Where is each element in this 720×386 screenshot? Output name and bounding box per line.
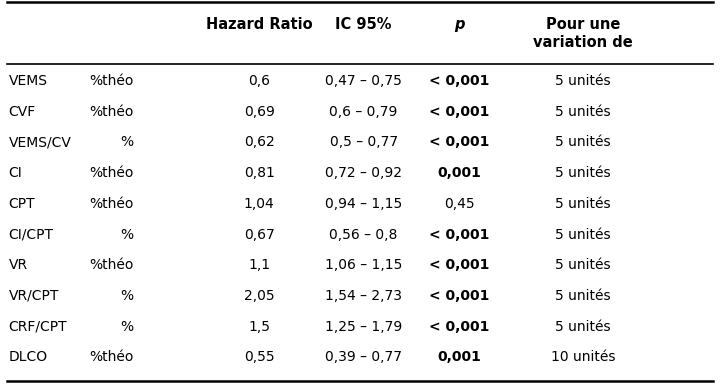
Text: VR: VR: [9, 258, 28, 272]
Text: 2,05: 2,05: [244, 289, 274, 303]
Text: CPT: CPT: [9, 197, 35, 211]
Text: 0,67: 0,67: [244, 227, 274, 242]
Text: 0,6: 0,6: [248, 74, 270, 88]
Text: CI/CPT: CI/CPT: [9, 227, 53, 242]
Text: %théo: %théo: [89, 74, 133, 88]
Text: 10 unités: 10 unités: [551, 350, 616, 364]
Text: 5 unités: 5 unités: [555, 320, 611, 334]
Text: 5 unités: 5 unités: [555, 289, 611, 303]
Text: 0,94 – 1,15: 0,94 – 1,15: [325, 197, 402, 211]
Text: 0,69: 0,69: [244, 105, 274, 119]
Text: %: %: [120, 227, 133, 242]
Text: 0,62: 0,62: [244, 135, 274, 149]
Text: %: %: [120, 135, 133, 149]
Text: 0,81: 0,81: [244, 166, 274, 180]
Text: 0,45: 0,45: [444, 197, 474, 211]
Text: 1,5: 1,5: [248, 320, 270, 334]
Text: %: %: [120, 289, 133, 303]
Text: VEMS: VEMS: [9, 74, 48, 88]
Text: CVF: CVF: [9, 105, 36, 119]
Text: %théo: %théo: [89, 166, 133, 180]
Text: < 0,001: < 0,001: [429, 289, 490, 303]
Text: 5 unités: 5 unités: [555, 135, 611, 149]
Text: %théo: %théo: [89, 350, 133, 364]
Text: 1,54 – 2,73: 1,54 – 2,73: [325, 289, 402, 303]
Text: %: %: [120, 320, 133, 334]
Text: 1,04: 1,04: [244, 197, 274, 211]
Text: VR/CPT: VR/CPT: [9, 289, 59, 303]
Text: %théo: %théo: [89, 105, 133, 119]
Text: < 0,001: < 0,001: [429, 320, 490, 334]
Text: %théo: %théo: [89, 258, 133, 272]
Text: 0,47 – 0,75: 0,47 – 0,75: [325, 74, 402, 88]
Text: CRF/CPT: CRF/CPT: [9, 320, 67, 334]
Text: 0,001: 0,001: [438, 350, 481, 364]
Text: < 0,001: < 0,001: [429, 105, 490, 119]
Text: 1,1: 1,1: [248, 258, 270, 272]
Text: Pour une
variation de: Pour une variation de: [534, 17, 633, 50]
Text: IC 95%: IC 95%: [336, 17, 392, 32]
Text: 0,56 – 0,8: 0,56 – 0,8: [330, 227, 397, 242]
Text: 0,55: 0,55: [244, 350, 274, 364]
Text: 1,25 – 1,79: 1,25 – 1,79: [325, 320, 402, 334]
Text: < 0,001: < 0,001: [429, 135, 490, 149]
Text: VEMS/CV: VEMS/CV: [9, 135, 71, 149]
Text: 5 unités: 5 unités: [555, 197, 611, 211]
Text: < 0,001: < 0,001: [429, 227, 490, 242]
Text: 0,6 – 0,79: 0,6 – 0,79: [330, 105, 397, 119]
Text: p: p: [454, 17, 464, 32]
Text: < 0,001: < 0,001: [429, 74, 490, 88]
Text: 0,39 – 0,77: 0,39 – 0,77: [325, 350, 402, 364]
Text: %théo: %théo: [89, 197, 133, 211]
Text: CI: CI: [9, 166, 22, 180]
Text: 5 unités: 5 unités: [555, 105, 611, 119]
Text: DLCO: DLCO: [9, 350, 48, 364]
Text: 1,06 – 1,15: 1,06 – 1,15: [325, 258, 402, 272]
Text: 5 unités: 5 unités: [555, 227, 611, 242]
Text: 5 unités: 5 unités: [555, 74, 611, 88]
Text: 0,72 – 0,92: 0,72 – 0,92: [325, 166, 402, 180]
Text: 5 unités: 5 unités: [555, 258, 611, 272]
Text: < 0,001: < 0,001: [429, 258, 490, 272]
Text: 5 unités: 5 unités: [555, 166, 611, 180]
Text: 0,001: 0,001: [438, 166, 481, 180]
Text: 0,5 – 0,77: 0,5 – 0,77: [330, 135, 397, 149]
Text: Hazard Ratio: Hazard Ratio: [206, 17, 312, 32]
